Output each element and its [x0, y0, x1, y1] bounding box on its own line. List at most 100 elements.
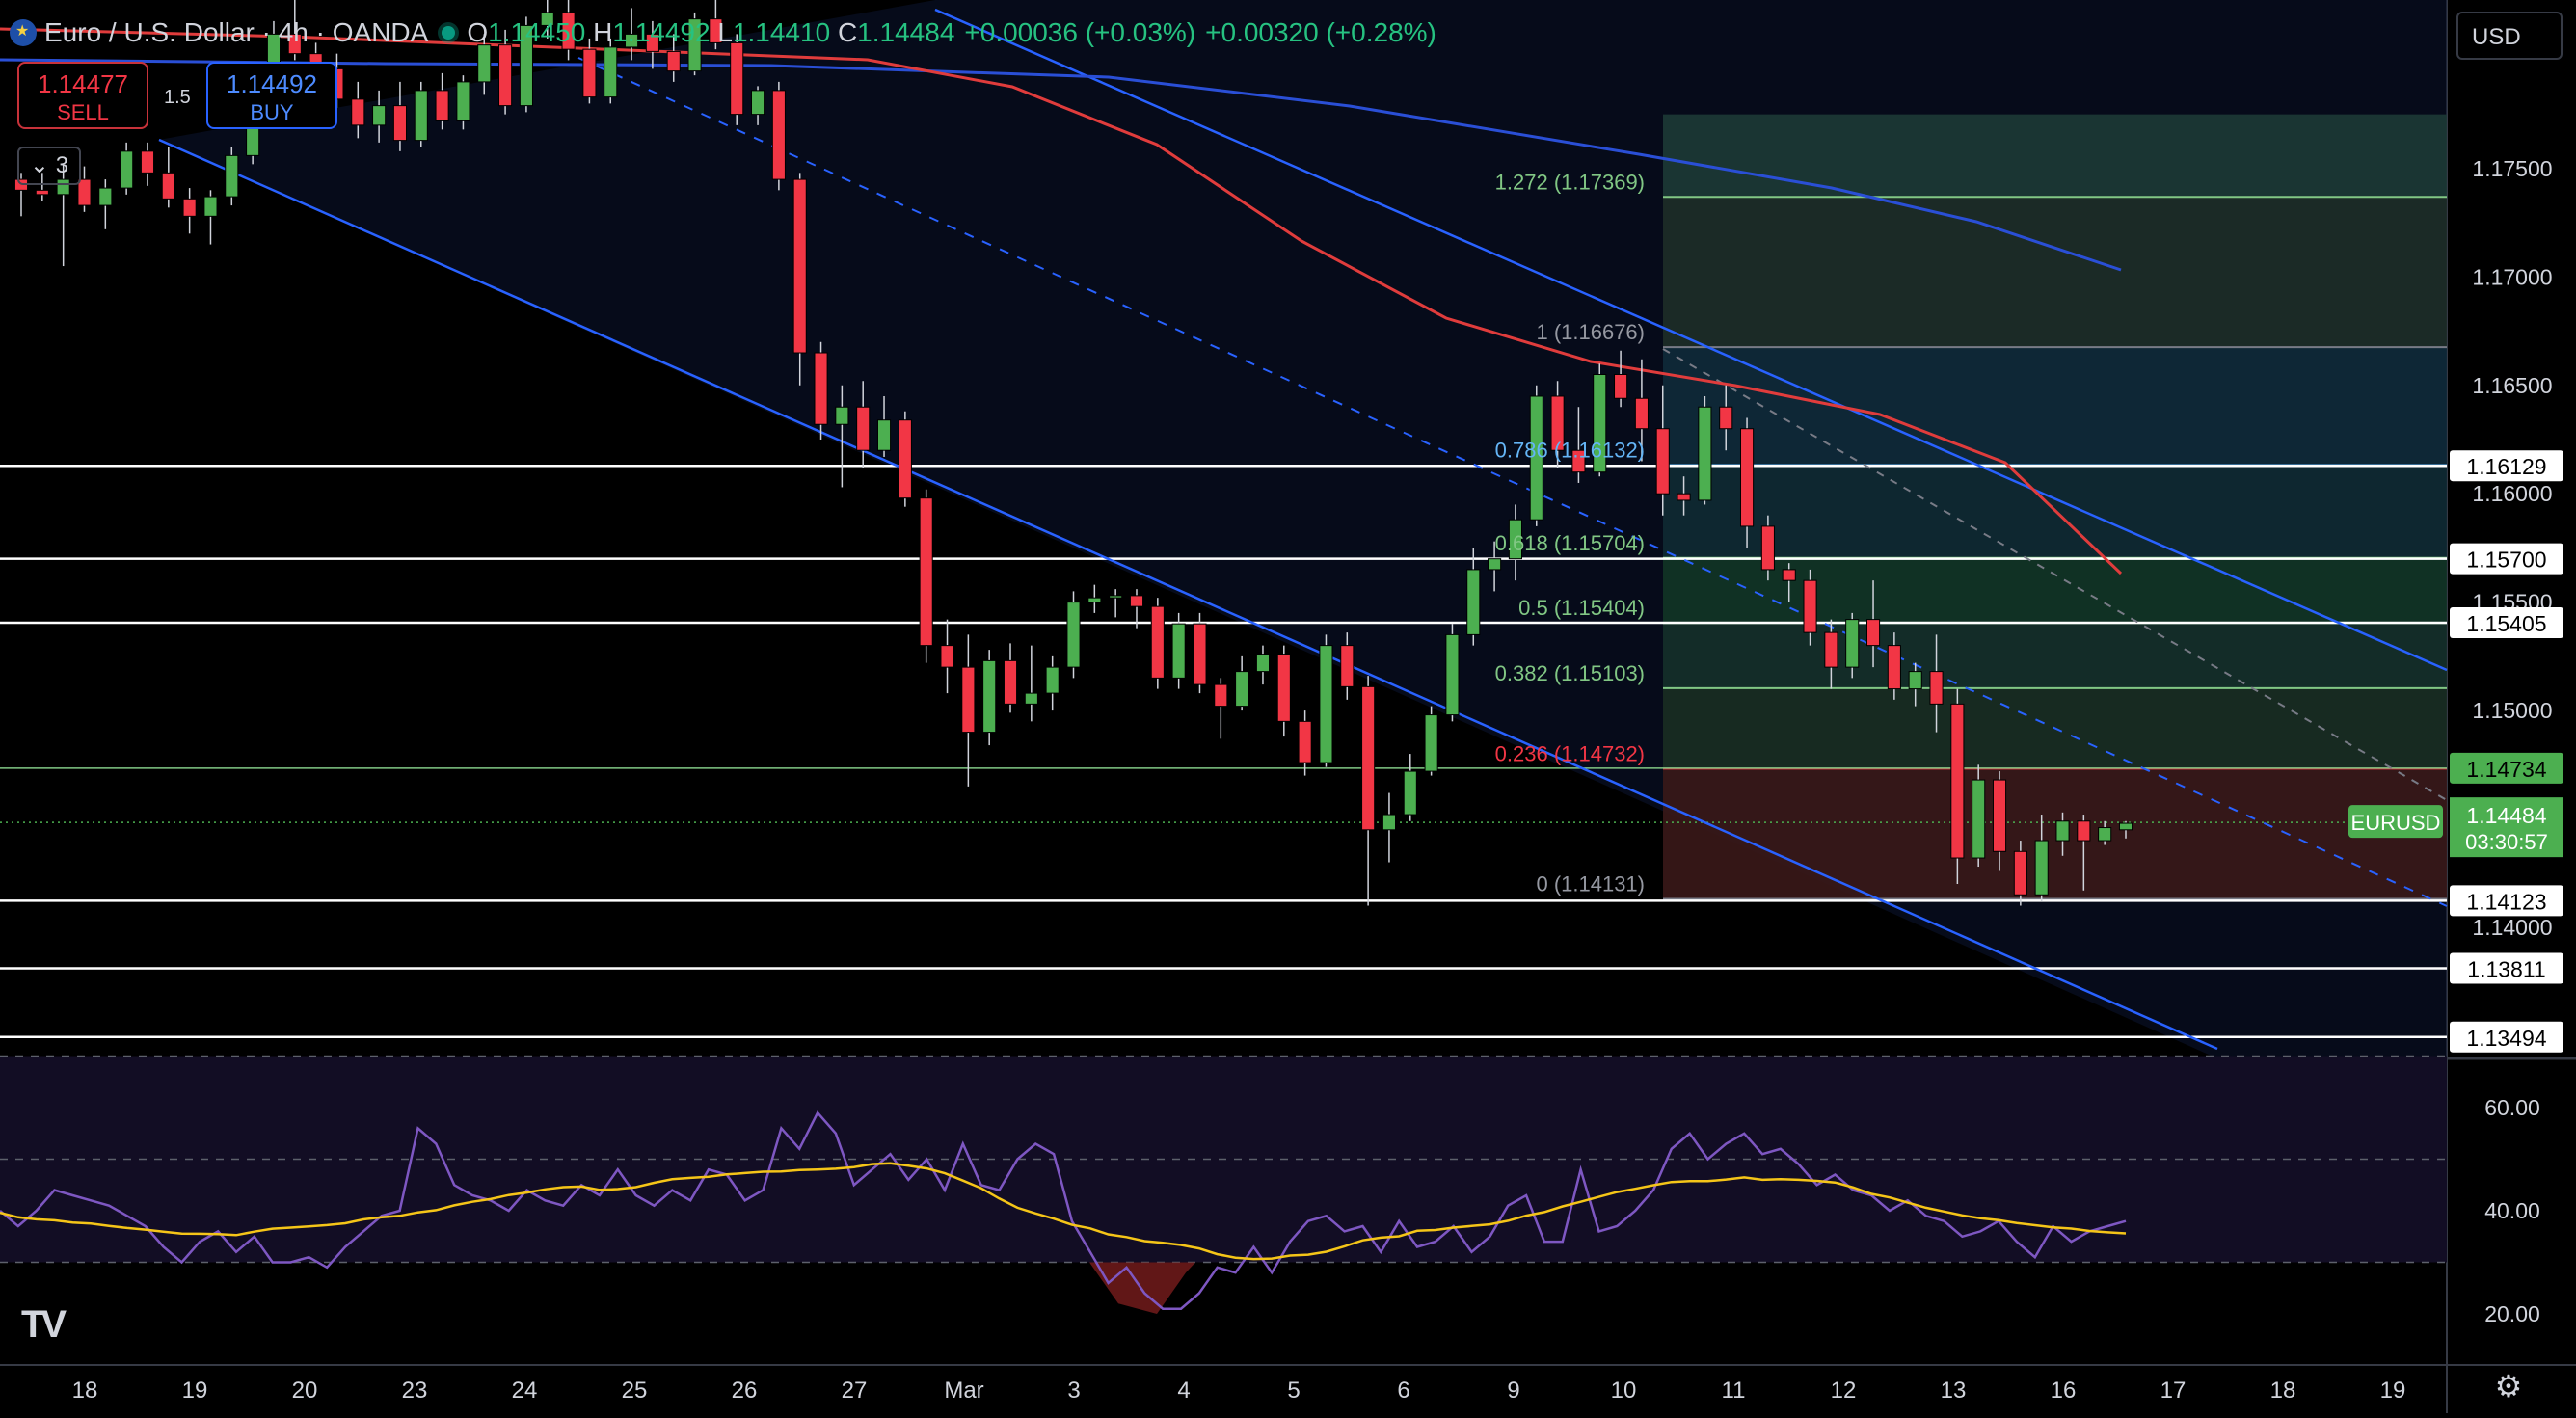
candle-body[interactable]	[1445, 633, 1460, 716]
candle-body[interactable]	[1824, 631, 1838, 668]
candle-body[interactable]	[287, 33, 302, 55]
candle-body[interactable]	[1865, 619, 1881, 647]
candle-body[interactable]	[77, 178, 92, 206]
symbol-legend[interactable]: Euro / U.S. Dollar · 4h · OANDA O1.14450…	[10, 13, 1436, 52]
candle-body[interactable]	[1382, 814, 1396, 831]
candle-body[interactable]	[1066, 602, 1081, 668]
candle-body[interactable]	[1698, 406, 1712, 501]
candle-body[interactable]	[582, 48, 597, 98]
price-line-tag[interactable]	[2450, 1021, 2563, 1053]
candle-body[interactable]	[498, 44, 513, 107]
candle-body[interactable]	[1950, 703, 1965, 859]
candle-body[interactable]	[645, 33, 659, 52]
candle-body[interactable]	[1593, 374, 1607, 473]
candle-body[interactable]	[372, 105, 387, 126]
candle-body[interactable]	[961, 666, 976, 734]
candle-body[interactable]	[1045, 666, 1060, 694]
candle-body[interactable]	[625, 33, 639, 48]
candle-body[interactable]	[919, 497, 933, 647]
moving-average-red[interactable]	[0, 27, 2123, 575]
channel-upper-line[interactable]	[934, 8, 2448, 672]
candle-body[interactable]	[561, 12, 576, 50]
symbol-price-tag[interactable]	[2348, 805, 2443, 839]
candle-body[interactable]	[456, 81, 470, 121]
candle-body[interactable]	[1929, 671, 1944, 705]
candle-body[interactable]	[940, 645, 954, 668]
candle-body[interactable]	[1129, 595, 1144, 607]
indicators-toggle[interactable]: ⌄ 3	[17, 147, 81, 185]
channel-mid-line[interactable]	[577, 57, 2448, 907]
price-line-tag[interactable]	[2450, 885, 2563, 917]
candle-body[interactable]	[1003, 659, 1018, 705]
candle-body[interactable]	[709, 18, 723, 43]
candle-body[interactable]	[203, 196, 218, 217]
candle-body[interactable]	[161, 172, 175, 200]
candle-body[interactable]	[876, 419, 892, 451]
price-line-tag[interactable]	[2450, 752, 2563, 784]
candle-body[interactable]	[1845, 619, 1860, 668]
moving-average-blue[interactable]	[0, 58, 2122, 272]
tradingview-logo-icon[interactable]: TV	[21, 1303, 67, 1346]
candle-body[interactable]	[1193, 623, 1207, 685]
candle-body[interactable]	[1571, 449, 1586, 473]
candle-body[interactable]	[1488, 558, 1502, 571]
candle-body[interactable]	[435, 90, 449, 121]
candle-body[interactable]	[1319, 645, 1333, 763]
candle-body[interactable]	[1677, 493, 1691, 501]
fib-trend-line[interactable]	[1662, 348, 2448, 801]
candle-body[interactable]	[1782, 569, 1796, 581]
candle-body[interactable]	[1024, 692, 1038, 705]
candle-body[interactable]	[687, 18, 702, 72]
candle-body[interactable]	[1235, 671, 1249, 708]
candle-body[interactable]	[1550, 395, 1565, 451]
candle-body[interactable]	[1803, 579, 1817, 633]
candle-body[interactable]	[730, 41, 744, 116]
rsi-line[interactable]	[0, 1110, 2127, 1310]
candle-body[interactable]	[2055, 820, 2070, 842]
price-line-tag[interactable]	[2450, 952, 2563, 984]
candle-body[interactable]	[1087, 597, 1102, 603]
price-line-tag[interactable]	[2450, 450, 2563, 482]
candle-body[interactable]	[140, 150, 155, 174]
candle-body[interactable]	[1992, 779, 2007, 852]
candle-body[interactable]	[835, 406, 849, 425]
candle-body[interactable]	[540, 12, 554, 26]
candle-body[interactable]	[856, 406, 871, 451]
candle-body[interactable]	[751, 90, 765, 116]
candle-body[interactable]	[1171, 623, 1186, 679]
candle-body[interactable]	[1887, 645, 1901, 690]
candle-body[interactable]	[1614, 374, 1628, 399]
candle-body[interactable]	[2077, 820, 2091, 842]
candle-body[interactable]	[792, 178, 807, 354]
last-price-tag[interactable]	[2450, 797, 2563, 858]
candle-body[interactable]	[182, 198, 197, 217]
candle-body[interactable]	[1361, 685, 1376, 831]
rsi-indicator[interactable]	[0, 1055, 2447, 1315]
candle-body[interactable]	[1634, 397, 1649, 430]
candle-body[interactable]	[98, 187, 113, 206]
candle-body[interactable]	[1760, 525, 1775, 571]
candle-body[interactable]	[477, 44, 492, 83]
currency-button[interactable]: USD	[2456, 12, 2563, 60]
candle-body[interactable]	[1214, 683, 1228, 708]
price-line-tag[interactable]	[2450, 543, 2563, 575]
candle-body[interactable]	[814, 352, 828, 425]
candle-body[interactable]	[1972, 779, 1986, 859]
sell-button[interactable]: 1.14477 SELL	[17, 62, 148, 129]
candlestick-series[interactable]	[13, 0, 2133, 906]
candle-body[interactable]	[1466, 569, 1481, 635]
candle-body[interactable]	[2098, 827, 2112, 842]
candle-body[interactable]	[1719, 406, 1733, 430]
candle-body[interactable]	[898, 419, 912, 499]
candle-body[interactable]	[414, 90, 428, 142]
gear-icon[interactable]: ⚙	[2494, 1369, 2523, 1404]
candle-body[interactable]	[2013, 850, 2027, 896]
candle-body[interactable]	[2118, 822, 2133, 831]
candle-body[interactable]	[35, 189, 49, 196]
candle-body[interactable]	[2034, 840, 2049, 896]
candle-body[interactable]	[519, 24, 533, 107]
channel-lower-line[interactable]	[158, 138, 2218, 1051]
candle-body[interactable]	[1740, 428, 1755, 527]
